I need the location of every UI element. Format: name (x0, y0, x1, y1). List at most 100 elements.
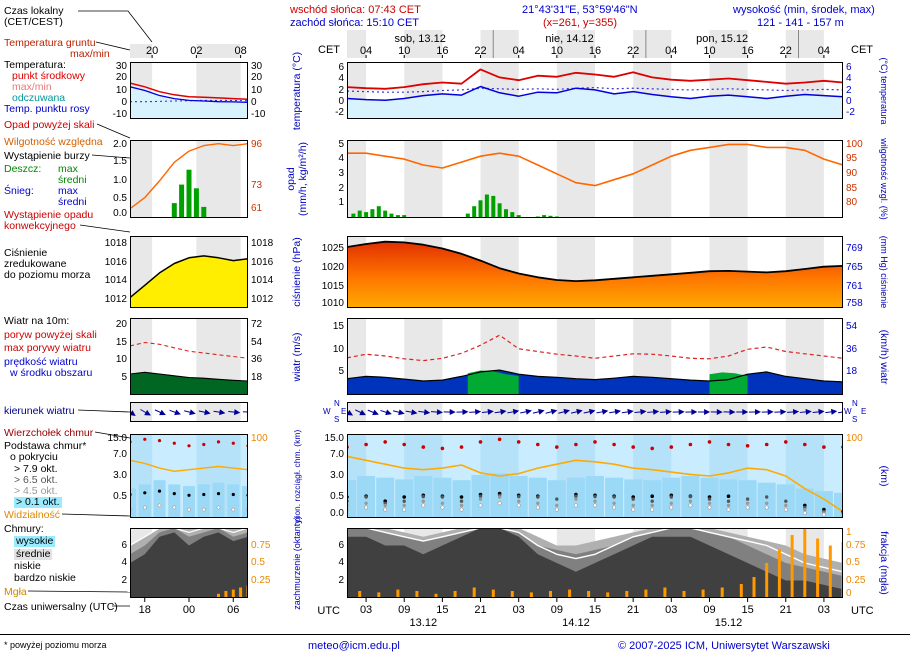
tick-label-opad: 90 (846, 167, 858, 179)
cisnienie-fill (347, 241, 843, 308)
cisnienie (347, 240, 843, 282)
podstawa-65 (669, 495, 673, 499)
day-label: pon, 15.12 (696, 33, 748, 45)
wierzcholek-chmur (822, 445, 826, 449)
cet-hour-label-mini: 20 (146, 45, 158, 57)
cet-hour-label: 10 (551, 45, 563, 57)
podstawa-79 (216, 492, 221, 496)
sidebar-odczuwana: odczuwana (12, 92, 66, 104)
coordinates-label: 21°43'31"E, 53°59'46"N (522, 4, 638, 16)
tick-label-opad: 2.0 (113, 139, 127, 150)
wierzcholek-chmur (143, 437, 147, 441)
podstawa-01 (821, 512, 826, 517)
axis-title-temperatura-right: (°C) temperatura (879, 56, 889, 125)
tick-label-zachmurzenie: 2 (338, 574, 344, 586)
podstawa-01 (612, 505, 617, 510)
widzialnosc (130, 459, 248, 472)
kierunek-wiatru (812, 408, 825, 415)
chmury-niskie-tex (834, 492, 843, 518)
wierzcholek-chmur (574, 442, 578, 447)
podstawa-01 (535, 505, 540, 510)
deszcz (186, 169, 192, 218)
tick-label-wiatr: 15 (332, 321, 344, 333)
wierzcholek-chmur (688, 442, 693, 447)
tick-label-wiatr: 54 (846, 321, 858, 333)
utc-hour-label-mini: 06 (227, 604, 239, 616)
sidebar-punkt-rosy: Temp. punktu rosy (4, 103, 90, 115)
wierzcholek-chmur (555, 445, 559, 449)
tick-label-zachmurzenie: 0 (846, 588, 852, 599)
podstawa-01 (187, 507, 191, 512)
chmury-tex (153, 480, 166, 518)
deszcz (465, 213, 470, 218)
deszcz (491, 195, 496, 218)
tick-label-opad: 73 (251, 180, 263, 192)
kierunek-wiatru (507, 408, 520, 415)
panel-wiatr (347, 318, 843, 395)
mgla (568, 589, 572, 598)
axis-title-wiatr-right: (km/h) wiatr (878, 329, 890, 384)
chmury-tex (242, 486, 248, 518)
sidebar-czas-utc: Czas uniwersalny (UTC) (4, 601, 118, 613)
tick-label-opad: 95 (846, 153, 858, 165)
podstawa-65 (612, 495, 616, 499)
time-axis-top: sob, 13.12 nie, 14.12 pon, 15.12 04 10 16 22 04… (347, 30, 830, 58)
date-label: 15.12 (715, 617, 743, 628)
podstawa-45 (364, 501, 368, 505)
sidebar-cisnienie-2: zredukowane (4, 258, 67, 270)
tick-label-temperatura: 30 (251, 61, 263, 72)
tick-label-chmury: 100 (846, 433, 863, 444)
podstawa-45 (536, 501, 540, 505)
podstawa-01 (764, 505, 769, 510)
sunrise-label: wschód słońca: 07:43 CET (290, 4, 421, 16)
tick-label-opad: 1.0 (113, 174, 127, 186)
sidebar-temp-gruntu-sub: max/min (70, 48, 110, 60)
podstawa-79 (726, 494, 731, 498)
tick-label-cisnienie: 761 (846, 281, 863, 293)
predkosc-fill (130, 372, 248, 395)
utc-hour-label: 03 (360, 604, 372, 616)
mgla (625, 591, 629, 598)
sidebar-poryw-powyzej: poryw powyżej skali (4, 329, 97, 341)
mgla (491, 589, 495, 598)
sidebar-snieg-sredni: średni (58, 196, 87, 208)
wierzcholek-chmur (402, 442, 406, 447)
cet-hour-label: 10 (398, 45, 410, 57)
mgla (803, 528, 807, 598)
podstawa-45 (784, 503, 788, 508)
kierunek-wiatru (418, 409, 431, 416)
wierzcholek-chmur (650, 446, 654, 451)
contact-email-link[interactable]: meteo@icm.edu.pl (308, 640, 400, 652)
kierunek-wiatru (184, 409, 196, 416)
time-axis-top-mini: 20 02 08 (130, 44, 247, 58)
sidebar-cisnienie-3: do poziomu morza (4, 269, 91, 281)
mgla (224, 591, 228, 598)
tick-label-cisnienie: 1010 (321, 298, 344, 309)
tick-label-zachmurzenie: 0.5 (251, 557, 265, 568)
compass-south-right: S (852, 415, 858, 424)
wierzcholek-chmur (187, 444, 191, 448)
mgla (415, 591, 419, 598)
tick-label-chmury: 7.0 (330, 449, 344, 460)
podstawa-45 (574, 497, 578, 501)
podstawa-79 (172, 492, 176, 496)
tick-label-temperatura: -2 (335, 107, 344, 119)
day-label: sob, 13.12 (394, 33, 445, 45)
sidebar-deszcz-sredni: średni (58, 174, 87, 186)
mgla (396, 589, 400, 598)
kierunek-wiatru (169, 409, 181, 416)
podstawa-65 (421, 494, 425, 499)
sidebar-bardzo-niskie: bardzo niskie (14, 572, 76, 584)
podstawa-45 (497, 495, 502, 499)
sidebar-cisnienie-1: Ciśnienie (4, 247, 48, 259)
wierzcholek-chmur (612, 442, 616, 447)
sidebar-okt79: > 7.9 okt. (14, 463, 58, 475)
cet-hour-label: 04 (513, 45, 525, 57)
sidebar-temperatura: Temperatura: (4, 59, 66, 71)
sidebar-opad-konw-2: konwekcyjnego (4, 220, 76, 232)
podstawa-01 (364, 505, 369, 510)
podstawa-01 (726, 507, 731, 512)
podstawa-45 (765, 501, 769, 505)
podstawa-79 (650, 494, 654, 498)
tick-label-temperatura: 4 (846, 73, 852, 85)
